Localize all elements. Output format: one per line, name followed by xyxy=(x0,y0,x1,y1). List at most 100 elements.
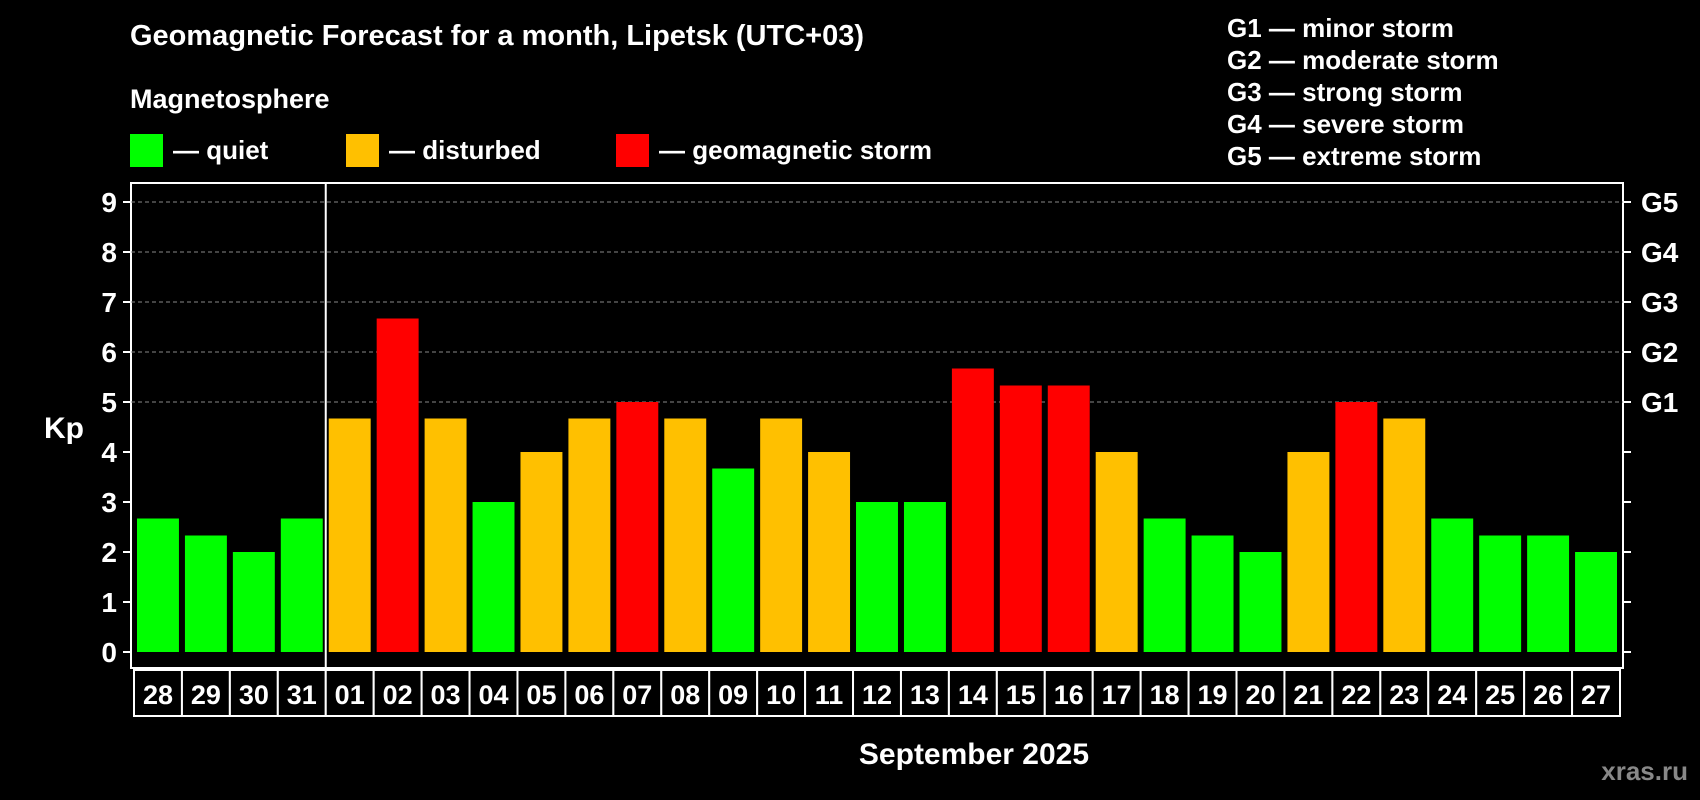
x-tick-box xyxy=(468,669,519,717)
right-axis-label-g2: G2 xyxy=(1641,337,1678,368)
y-tick-label: 4 xyxy=(101,437,117,468)
legend-item-quiet: — quiet xyxy=(130,133,268,167)
x-tick-label: 01 xyxy=(335,680,365,710)
x-tick-label: 24 xyxy=(1437,680,1467,710)
x-tick-box xyxy=(804,669,855,717)
right-axis-label-g1: G1 xyxy=(1641,387,1678,418)
y-tick-label: 6 xyxy=(101,337,117,368)
bar-03 xyxy=(424,418,467,652)
y-tick-label: 8 xyxy=(101,237,117,268)
x-tick-box xyxy=(324,669,375,717)
bar-10 xyxy=(760,418,803,652)
y-tick-label: 9 xyxy=(101,187,117,218)
x-tick-label: 21 xyxy=(1293,680,1323,710)
x-tick-box xyxy=(708,669,759,717)
y-tick-label: 1 xyxy=(101,587,117,618)
x-tick-box xyxy=(1235,669,1286,717)
bar-05 xyxy=(520,452,563,652)
x-tick-label: 15 xyxy=(1006,680,1036,710)
x-tick-box xyxy=(1475,669,1526,717)
bar-04 xyxy=(472,502,515,652)
y-tick-label: 2 xyxy=(101,537,117,568)
chart-title: Geomagnetic Forecast for a month, Lipets… xyxy=(130,20,865,52)
legend-label-disturbed: — disturbed xyxy=(389,134,541,165)
x-tick-label: 23 xyxy=(1389,680,1419,710)
bar-28 xyxy=(137,518,179,652)
bar-01 xyxy=(328,418,371,652)
bar-30 xyxy=(232,552,275,652)
watermark: xras.ru xyxy=(1601,756,1688,786)
x-tick-label: 19 xyxy=(1198,680,1228,710)
legend-item-storm: — geomagnetic storm xyxy=(616,133,932,167)
x-tick-label: 02 xyxy=(383,680,413,710)
legend-label-quiet: — quiet xyxy=(173,134,269,165)
bar-13 xyxy=(903,502,946,652)
bar-31 xyxy=(280,518,323,652)
plot-frame xyxy=(130,182,1624,669)
x-tick-box xyxy=(276,669,327,717)
legend-item-disturbed: — disturbed xyxy=(346,133,541,167)
y-tick-label: 3 xyxy=(101,487,117,518)
bar-26 xyxy=(1527,535,1570,652)
right-axis-label-g3: G3 xyxy=(1641,287,1678,318)
g-scale-legend: G1 — minor storm G2 — moderate storm G3 … xyxy=(1227,12,1499,172)
x-tick-box xyxy=(1139,669,1190,717)
bar-25 xyxy=(1479,535,1522,652)
y-tick-label: 5 xyxy=(101,387,117,418)
x-tick-label: 13 xyxy=(910,680,940,710)
legend-label-storm: — geomagnetic storm xyxy=(659,134,933,165)
legend-swatch-disturbed xyxy=(346,133,379,167)
x-tick-label: 31 xyxy=(287,680,317,710)
bar-29 xyxy=(184,535,227,652)
bar-14 xyxy=(951,368,994,652)
x-tick-label: 14 xyxy=(958,680,988,710)
g-legend-g3: G3 — strong storm xyxy=(1227,77,1463,107)
x-tick-box xyxy=(1523,669,1574,717)
x-tick-label: 08 xyxy=(670,680,700,710)
x-tick-label: 16 xyxy=(1054,680,1084,710)
x-tick-box xyxy=(1187,669,1238,717)
x-tick-label: 05 xyxy=(526,680,556,710)
x-tick-label: 17 xyxy=(1102,680,1132,710)
right-axis-label-g5: G5 xyxy=(1641,187,1678,218)
g-legend-g4: G4 — severe storm xyxy=(1227,109,1465,139)
x-tick-box xyxy=(1427,669,1478,717)
bar-19 xyxy=(1191,535,1234,652)
x-tick-label: 11 xyxy=(815,680,844,710)
magnetosphere-label: Magnetosphere xyxy=(130,84,330,114)
bar-06 xyxy=(568,418,611,652)
bar-23 xyxy=(1383,418,1426,652)
bar-20 xyxy=(1239,552,1282,652)
x-tick-box xyxy=(1379,669,1430,717)
legend-swatch-quiet xyxy=(130,133,163,167)
x-tick-label: 06 xyxy=(574,680,604,710)
g-legend-g2: G2 — moderate storm xyxy=(1227,45,1499,75)
x-tick-label: 25 xyxy=(1485,680,1515,710)
bar-17 xyxy=(1095,452,1138,652)
bar-24 xyxy=(1431,518,1474,652)
x-tick-label: 03 xyxy=(431,680,461,710)
x-tick-label: 07 xyxy=(622,680,652,710)
bar-22 xyxy=(1335,402,1378,652)
x-tick-box xyxy=(1091,669,1142,717)
bar-15 xyxy=(999,385,1042,652)
bar-09 xyxy=(712,468,755,652)
y-tick-label: 7 xyxy=(101,287,117,318)
x-tick-box xyxy=(1571,669,1622,717)
bar-02 xyxy=(376,318,419,652)
x-tick-box xyxy=(420,669,471,717)
bar-07 xyxy=(616,402,659,652)
y-axis-label: Kp xyxy=(44,412,84,445)
g-legend-g1: G1 — minor storm xyxy=(1227,13,1454,43)
bar-12 xyxy=(856,502,898,652)
legend-swatch-storm xyxy=(616,133,649,167)
g-legend-g5: G5 — extreme storm xyxy=(1227,141,1482,171)
x-tick-label: 04 xyxy=(478,680,508,710)
x-tick-label: 29 xyxy=(191,680,221,710)
bar-08 xyxy=(664,418,707,652)
bar-21 xyxy=(1287,452,1330,652)
x-tick-label: 27 xyxy=(1581,680,1611,710)
x-tick-label: 22 xyxy=(1341,680,1371,710)
right-axis-label-g4: G4 xyxy=(1641,237,1679,268)
x-tick-box xyxy=(852,669,902,717)
